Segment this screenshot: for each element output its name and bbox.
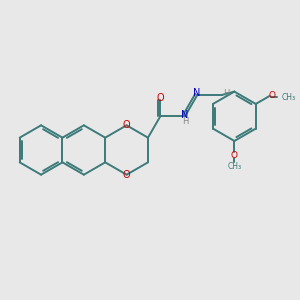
Text: N: N (193, 88, 200, 98)
Text: CH₃: CH₃ (227, 162, 242, 171)
Text: O: O (231, 151, 238, 160)
Text: O: O (268, 92, 275, 100)
Text: O: O (123, 170, 130, 180)
Text: H: H (182, 117, 188, 126)
Text: O: O (157, 93, 164, 103)
Text: CH₃: CH₃ (282, 93, 296, 102)
Text: N: N (181, 110, 189, 120)
Text: O: O (123, 120, 130, 130)
Text: H: H (223, 89, 230, 98)
